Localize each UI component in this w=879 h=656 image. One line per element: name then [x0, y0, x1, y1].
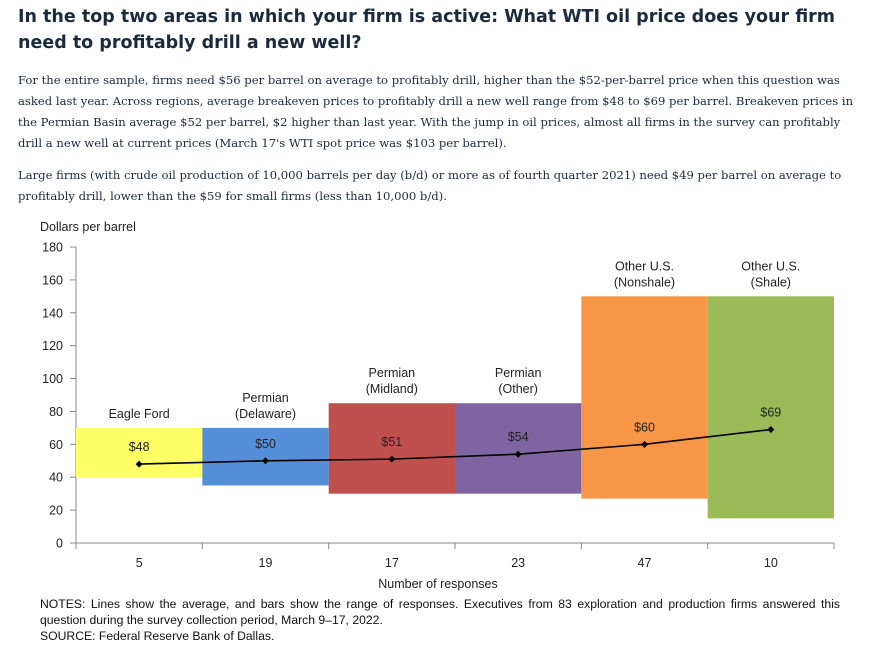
average-value-label: $69: [760, 406, 781, 420]
y-axis-label: Dollars per barrel: [40, 220, 136, 234]
response-count-label: 19: [259, 556, 273, 570]
range-bar: [581, 296, 708, 499]
range-bar: [707, 296, 834, 519]
average-marker: [514, 450, 522, 458]
average-marker: [262, 457, 269, 465]
category-label: (Nonshale): [614, 275, 675, 289]
y-tick-label: 40: [49, 471, 63, 485]
x-axis-label: Number of responses: [378, 577, 498, 591]
category-label: Eagle Ford: [109, 407, 170, 421]
average-value-label: $48: [129, 440, 150, 454]
average-marker: [135, 460, 143, 468]
category-label: (Shale): [751, 275, 791, 289]
firm-size-paragraph: Large firms (with crude oil production o…: [18, 168, 842, 203]
response-count-label: 23: [511, 556, 525, 570]
range-bar: [76, 427, 203, 478]
y-tick-label: 80: [49, 405, 63, 419]
category-label: (Midland): [366, 382, 418, 396]
average-value-label: $54: [508, 430, 529, 444]
y-tick-label: 0: [56, 537, 63, 551]
average-line: [139, 428, 771, 465]
y-tick-label: 60: [49, 438, 63, 452]
y-tick-label: 120: [42, 339, 63, 353]
page-title: In the top two areas in which your firm …: [18, 7, 836, 53]
response-count-label: 10: [764, 556, 778, 570]
category-label: Other U.S.: [615, 259, 674, 273]
category-label: Permian: [495, 366, 542, 380]
y-tick-label: 20: [49, 504, 63, 518]
average-value-label: $50: [255, 437, 276, 451]
category-label: (Delaware): [235, 407, 296, 421]
y-tick-label: 100: [42, 372, 63, 386]
range-bar: [455, 403, 582, 494]
average-marker: [388, 455, 396, 463]
category-label: Permian: [369, 366, 416, 380]
chart-notes: NOTES: Lines show the average, and bars …: [40, 597, 840, 627]
y-tick-label: 140: [42, 306, 63, 320]
category-label: (Other): [498, 382, 538, 396]
average-marker: [641, 440, 648, 448]
average-value-label: $51: [381, 435, 402, 449]
y-tick-label: 160: [42, 273, 63, 287]
response-count-label: 17: [385, 556, 399, 570]
response-count-label: 5: [136, 556, 143, 570]
range-bar: [328, 403, 455, 494]
response-count-label: 47: [638, 556, 652, 570]
category-label: Permian: [242, 391, 289, 405]
chart-source: SOURCE: Federal Reserve Bank of Dallas.: [40, 629, 275, 643]
category-label: Other U.S.: [741, 259, 800, 273]
average-value-label: $60: [634, 420, 655, 434]
y-tick-label: 180: [42, 241, 63, 255]
average-marker: [767, 426, 775, 434]
range-bar: [202, 427, 329, 486]
summary-paragraph: For the entire sample, firms need $56 pe…: [18, 73, 854, 150]
